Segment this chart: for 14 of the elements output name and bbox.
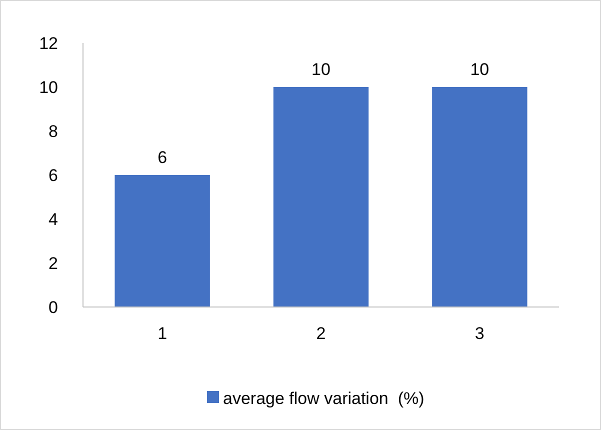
y-tick-label: 4 (48, 210, 58, 229)
data-label: 10 (312, 60, 330, 79)
data-label: 10 (470, 60, 490, 79)
y-tick-label: 6 (48, 166, 58, 185)
y-tick-label: 8 (48, 122, 58, 141)
y-tick-label: 0 (48, 298, 58, 317)
x-tick-label: 1 (158, 324, 168, 343)
y-tick-label: 12 (39, 34, 58, 53)
y-tick-label: 2 (48, 254, 58, 273)
data-label: 6 (158, 148, 168, 167)
x-tick-label: 3 (474, 324, 484, 343)
legend-label: average flow variation (%) (223, 388, 424, 408)
x-tick-label: 2 (316, 324, 326, 343)
y-tick-label: 10 (39, 78, 58, 97)
